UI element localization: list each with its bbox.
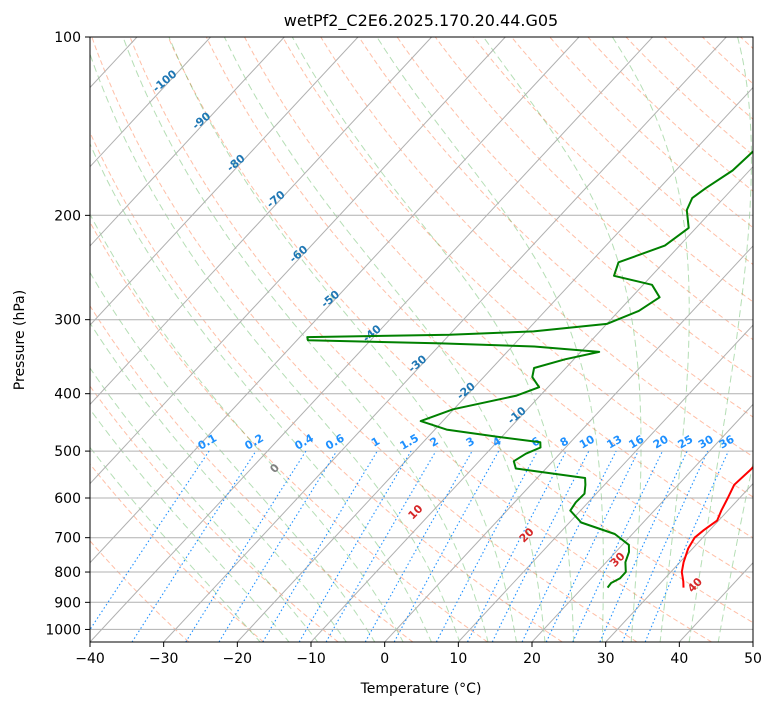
dry-adiabat xyxy=(396,37,753,379)
x-tick-label: 50 xyxy=(744,651,762,667)
mixing-ratio-line xyxy=(621,450,709,642)
moist-adiabat xyxy=(122,37,489,642)
moist-adiabat xyxy=(168,37,518,642)
moist-adiabat xyxy=(483,37,642,642)
mixing-ratio-line xyxy=(491,450,590,642)
mixing-ratio-line xyxy=(644,450,729,642)
dry-adiabat xyxy=(205,37,753,581)
x-tick-label: 20 xyxy=(523,651,541,667)
moist-adiabat xyxy=(90,446,261,642)
x-tick-label: 30 xyxy=(597,651,615,667)
mixing-ratio-line xyxy=(393,450,500,642)
y-tick-label: 500 xyxy=(54,444,81,460)
chart-title: wetPf2_C2E6.2025.170.20.44.G05 xyxy=(284,11,558,31)
isotherm xyxy=(90,37,211,168)
x-tick-label: 40 xyxy=(670,651,688,667)
x-tick-label: 10 xyxy=(449,651,467,667)
dry-adiabat xyxy=(90,385,339,642)
dry-adiabat xyxy=(473,37,753,303)
moist-adiabat xyxy=(688,37,752,642)
isotherm xyxy=(163,37,727,642)
y-tick-label: 300 xyxy=(54,313,81,329)
moist-adiabat xyxy=(90,213,404,642)
dry-adiabat xyxy=(625,37,753,156)
x-tick-label: −10 xyxy=(296,651,326,667)
y-tick-label: 200 xyxy=(54,208,81,224)
isotherm xyxy=(457,324,753,642)
dry-adiabat xyxy=(549,37,753,229)
mixing-ratio-line xyxy=(131,450,257,642)
moist-adiabat xyxy=(223,37,546,642)
dewpoint-profile xyxy=(306,150,753,589)
isotherm xyxy=(90,37,432,406)
mixing-ratio-line xyxy=(218,450,338,642)
y-tick-label: 1000 xyxy=(45,622,81,638)
mixing-ratio-line xyxy=(521,450,617,642)
x-tick-label: 0 xyxy=(380,651,389,667)
plot-area: 0.1 0.2 0.4 0.6 1 1.5 2 3 4 6 8 10 13 16 20 25 30 36-100-… xyxy=(90,37,753,642)
y-tick-label: 600 xyxy=(54,491,81,507)
x-tick-label: −20 xyxy=(223,651,253,667)
isotherm xyxy=(90,37,653,642)
isotherm xyxy=(90,37,580,564)
dry-adiabat xyxy=(358,37,753,418)
dry-adiabat xyxy=(90,463,264,642)
mixing-ratio-line xyxy=(185,450,307,642)
dry-adiabat xyxy=(244,37,753,539)
dry-adiabat xyxy=(91,37,638,642)
moist-adiabat xyxy=(90,142,432,642)
isotherm xyxy=(236,86,753,642)
isotherm xyxy=(90,37,359,326)
isotherm xyxy=(90,37,506,485)
moist-adiabat xyxy=(90,52,461,642)
moist-adiabat xyxy=(90,408,290,642)
plot-frame xyxy=(89,36,754,643)
x-tick-label: −40 xyxy=(75,651,105,667)
moist-adiabat xyxy=(717,460,753,642)
x-tick-label: −30 xyxy=(149,651,179,667)
mixing-ratio-line xyxy=(90,450,210,631)
y-tick-label: 900 xyxy=(54,595,81,611)
dry-adiabat xyxy=(320,37,753,458)
moist-adiabat xyxy=(291,37,575,642)
moist-adiabat xyxy=(90,367,319,642)
temperature-profile xyxy=(680,465,753,588)
isotherm xyxy=(531,403,753,642)
y-axis: 100 200 300 400 500 600 700 800 900 1000 xyxy=(45,30,90,638)
x-axis: −40 −30 −20 −10 0 10 20 30 40 50 xyxy=(75,642,762,667)
isotherm xyxy=(605,482,753,642)
dry-adiabat xyxy=(90,131,563,642)
isotherm xyxy=(90,37,285,247)
x-axis-label: Temperature (°C) xyxy=(360,681,482,697)
mixing-ratio-line xyxy=(364,450,473,642)
moist-adiabat xyxy=(611,37,690,642)
y-tick-label: 700 xyxy=(54,531,81,547)
mixing-ratio-line xyxy=(435,450,538,642)
y-tick-label: 100 xyxy=(54,30,81,46)
dry-adiabat xyxy=(587,37,753,192)
dry-adiabat xyxy=(90,305,414,642)
y-tick-label: 400 xyxy=(54,387,81,403)
y-axis-label: Pressure (hPa) xyxy=(12,290,28,390)
isotherm xyxy=(310,165,753,642)
y-tick-label: 800 xyxy=(54,565,81,581)
isotherm xyxy=(384,245,753,642)
